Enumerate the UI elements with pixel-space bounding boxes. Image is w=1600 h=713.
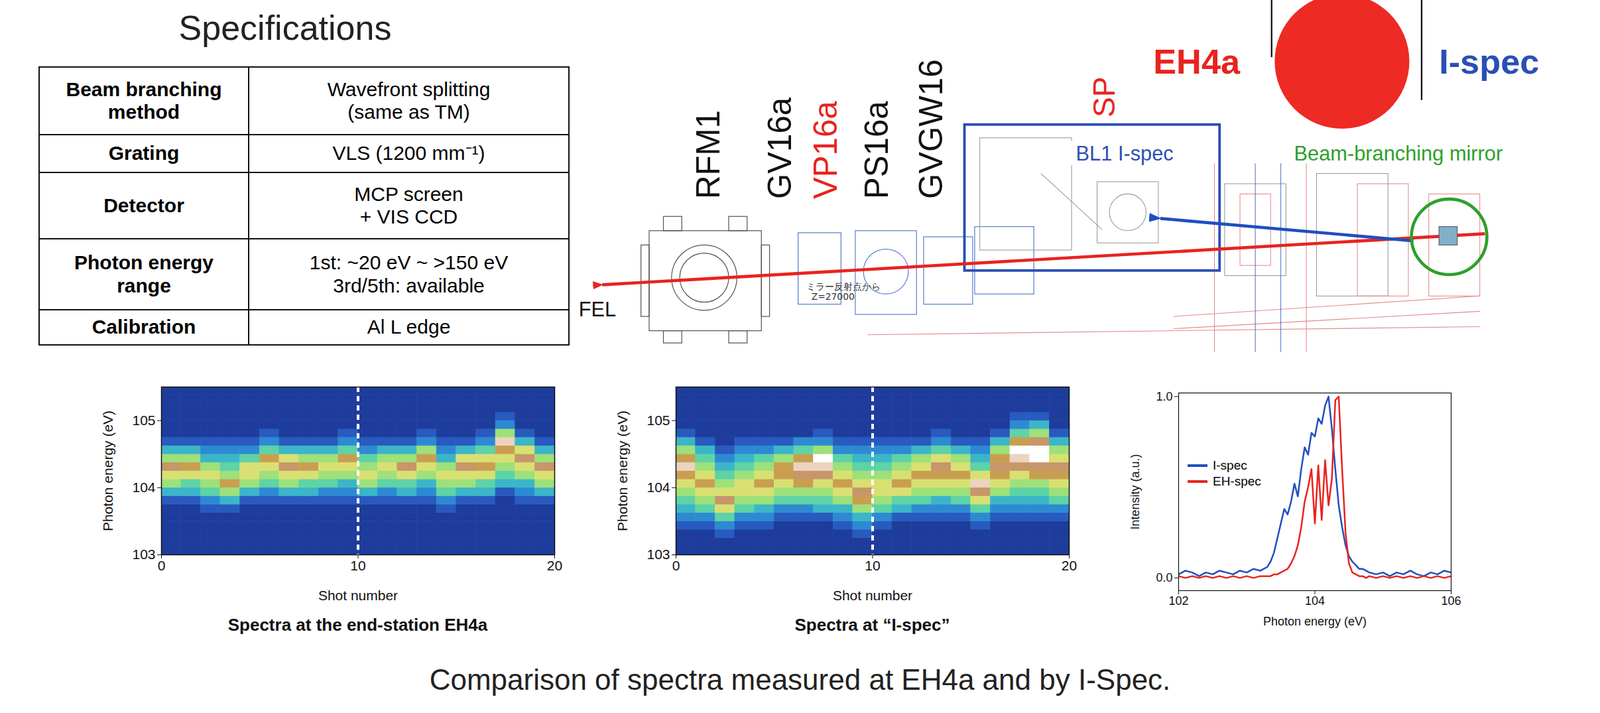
html-text:EH-spec: EH-spec bbox=[1212, 474, 1262, 489]
svg-text:BL1 I-spec: BL1 I-spec bbox=[1075, 141, 1173, 166]
html-text:Calibration: Calibration bbox=[91, 315, 196, 338]
html-text:method: method bbox=[107, 100, 180, 123]
html-text:Photon energy: Photon energy bbox=[74, 251, 214, 274]
svg-text:Beam-branching mirror: Beam-branching mirror bbox=[1293, 141, 1503, 166]
svg-text:GVGW16: GVGW16 bbox=[911, 59, 949, 199]
svg-text:106: 106 bbox=[1440, 594, 1461, 608]
html-text:Al L edge: Al L edge bbox=[367, 315, 451, 338]
html-text:3rd/5th: available: 3rd/5th: available bbox=[333, 274, 485, 297]
svg-text:10: 10 bbox=[864, 557, 880, 573]
html-text:Specifications: Specifications bbox=[178, 8, 392, 48]
html-text:VLS (1200 mm⁻¹): VLS (1200 mm⁻¹) bbox=[332, 142, 486, 164]
svg-text:103: 103 bbox=[646, 546, 670, 562]
html-text:+ VIS CCD: + VIS CCD bbox=[359, 205, 458, 228]
svg-text:RFM1: RFM1 bbox=[689, 110, 727, 199]
svg-text:Shot number: Shot number bbox=[318, 587, 398, 603]
html-text:Wavefront splitting: Wavefront splitting bbox=[327, 77, 491, 100]
svg-text:20: 20 bbox=[1061, 557, 1077, 573]
html-text:(same as TM): (same as TM) bbox=[347, 100, 470, 123]
html-text:Spectra at “I-spec”: Spectra at “I-spec” bbox=[794, 614, 950, 635]
svg-text:PS16a: PS16a bbox=[858, 100, 895, 199]
html-text:MCP screen: MCP screen bbox=[354, 182, 464, 205]
svg-text:Photon energy (eV): Photon energy (eV) bbox=[614, 410, 630, 532]
svg-text:104: 104 bbox=[131, 479, 156, 495]
html-text:Spectra at the end-station EH4: Spectra at the end-station EH4a bbox=[227, 614, 488, 635]
svg-text:VP16a: VP16a bbox=[806, 100, 844, 199]
svg-text:Shot number: Shot number bbox=[832, 587, 913, 603]
html-text:Beam branching: Beam branching bbox=[65, 77, 222, 100]
svg-text:GV16a: GV16a bbox=[761, 96, 798, 199]
html-text:I-spec: I-spec bbox=[1212, 458, 1248, 473]
svg-text:ミラー反射点から: ミラー反射点から bbox=[806, 281, 881, 292]
svg-text:SP: SP bbox=[1086, 76, 1122, 118]
html-text:range: range bbox=[116, 274, 171, 297]
svg-text:FEL: FEL bbox=[578, 297, 616, 321]
svg-text:Z=27000: Z=27000 bbox=[810, 291, 855, 302]
svg-text:1.0: 1.0 bbox=[1155, 389, 1173, 404]
svg-text:103: 103 bbox=[131, 546, 156, 562]
html-text:Detector: Detector bbox=[103, 194, 185, 217]
svg-text:104: 104 bbox=[1304, 594, 1325, 608]
svg-text:EH4a: EH4a bbox=[1153, 42, 1241, 81]
svg-text:Intensity (a.u.): Intensity (a.u.) bbox=[1128, 453, 1142, 530]
svg-text:104: 104 bbox=[646, 479, 670, 495]
svg-text:102: 102 bbox=[1168, 594, 1189, 608]
svg-text:Photon energy (eV): Photon energy (eV) bbox=[100, 410, 116, 532]
svg-text:0.0: 0.0 bbox=[1155, 570, 1173, 585]
html-text:Comparison of spectra measured: Comparison of spectra measured at EH4a a… bbox=[429, 663, 1171, 696]
svg-text:10: 10 bbox=[350, 557, 366, 573]
svg-text:I-spec: I-spec bbox=[1438, 42, 1539, 81]
svg-text:0: 0 bbox=[157, 557, 166, 573]
html-text:Grating: Grating bbox=[108, 142, 180, 164]
svg-text:0: 0 bbox=[672, 557, 681, 573]
svg-text:Photon energy (eV): Photon energy (eV) bbox=[1263, 614, 1367, 628]
svg-text:105: 105 bbox=[131, 412, 156, 428]
svg-text:20: 20 bbox=[547, 557, 563, 573]
html-text:1st: ~20 eV ~ >150 eV: 1st: ~20 eV ~ >150 eV bbox=[309, 251, 509, 274]
svg-text:105: 105 bbox=[646, 412, 670, 428]
